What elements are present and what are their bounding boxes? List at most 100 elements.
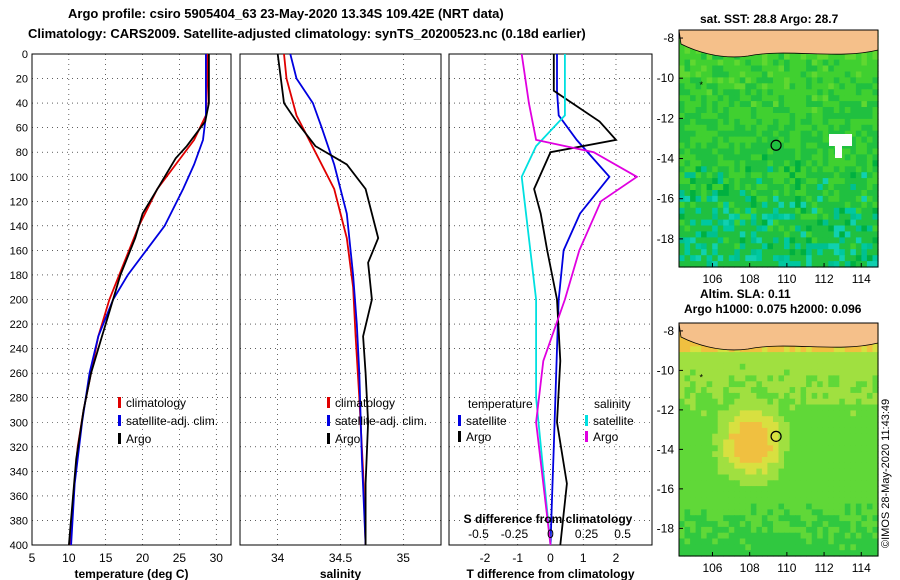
map-cell <box>690 83 697 90</box>
map-cell <box>855 480 862 487</box>
map-cell <box>806 491 813 499</box>
map-cell <box>806 486 813 493</box>
map-cell <box>833 213 840 221</box>
map-cell <box>806 538 813 545</box>
map-cell <box>701 439 708 446</box>
map-cell <box>773 184 780 191</box>
map-cell <box>734 462 741 470</box>
map-cell <box>778 77 785 84</box>
map-cell <box>800 53 807 61</box>
map-cell <box>866 392 873 400</box>
map-cell <box>806 381 813 388</box>
map-cell <box>866 190 873 197</box>
map-cell <box>806 433 813 441</box>
map-cell <box>795 118 802 126</box>
map-cell <box>706 404 713 411</box>
map-cell <box>679 219 686 227</box>
map-cell <box>806 422 813 429</box>
map-cell <box>767 59 774 67</box>
map-cell <box>784 521 791 528</box>
map-cell <box>828 237 835 244</box>
map-cell <box>789 201 796 209</box>
map-cell <box>872 219 879 227</box>
map-cell <box>850 352 857 359</box>
map-cell <box>750 71 757 78</box>
map-cell <box>800 550 807 557</box>
map-cell <box>784 497 791 505</box>
map-cell <box>761 375 768 382</box>
map-cell <box>872 113 879 120</box>
map-cell <box>833 160 840 167</box>
map-cell <box>728 433 735 441</box>
map-cell <box>712 491 719 499</box>
map-cell <box>756 457 763 464</box>
map-cell <box>745 237 752 244</box>
map-cell <box>784 422 791 429</box>
map-cell <box>728 392 735 400</box>
map-cell <box>861 148 868 155</box>
map-cell <box>855 503 862 510</box>
map-cell <box>817 53 824 61</box>
map-cell <box>684 544 691 551</box>
map-cell <box>679 249 686 256</box>
map-cell <box>712 83 719 90</box>
map-cell <box>778 427 785 435</box>
map-cell <box>695 358 702 365</box>
map-cell <box>756 392 763 400</box>
map-cell <box>761 113 768 120</box>
map-cell <box>745 172 752 179</box>
map-cell <box>839 457 846 464</box>
map-cell <box>723 363 730 371</box>
map-cell <box>712 550 719 557</box>
map-cell <box>739 538 746 545</box>
map-cell <box>739 369 746 376</box>
map-cell <box>739 468 746 475</box>
map-cell <box>844 184 851 191</box>
map-cell <box>789 124 796 132</box>
map-cell <box>761 445 768 452</box>
map-cell <box>695 439 702 446</box>
map-cell <box>784 416 791 423</box>
map-cell <box>701 113 708 120</box>
map-cell <box>784 207 791 215</box>
map-cell <box>750 544 757 551</box>
map-cell <box>833 491 840 499</box>
x-tick-label: 35 <box>397 551 411 565</box>
map-cell <box>817 404 824 411</box>
map-cell <box>855 130 862 138</box>
map-cell <box>712 544 719 551</box>
map-cell <box>872 427 879 435</box>
map-cell <box>872 451 879 458</box>
map-cell <box>690 195 697 203</box>
map-cell <box>761 422 768 429</box>
map-cell <box>745 89 752 96</box>
map-cell <box>723 491 730 499</box>
map-cell <box>690 375 697 382</box>
map-cell <box>789 532 796 540</box>
map-cell <box>701 503 708 510</box>
map-cell <box>850 451 857 458</box>
map-cell <box>866 107 873 114</box>
map-cell <box>789 369 796 376</box>
map-cell <box>817 363 824 371</box>
map-cell <box>822 381 829 388</box>
map-cell <box>723 544 730 551</box>
map-cell <box>745 213 752 221</box>
map-cell <box>833 521 840 528</box>
map-cell <box>734 107 741 114</box>
map-cell <box>850 497 857 505</box>
map-cell <box>695 468 702 475</box>
map-cell <box>822 474 829 481</box>
map-cell <box>734 201 741 209</box>
map-cell <box>701 491 708 499</box>
map-cell <box>684 201 691 209</box>
map-cell <box>756 113 763 120</box>
map-cell <box>728 532 735 540</box>
map-cell <box>866 255 873 262</box>
map-x-tick-label: 114 <box>852 561 871 575</box>
map-cell <box>855 118 862 126</box>
map-cell <box>850 515 857 522</box>
map-cell <box>684 172 691 179</box>
map-cell <box>828 172 835 179</box>
map-cell <box>800 457 807 464</box>
